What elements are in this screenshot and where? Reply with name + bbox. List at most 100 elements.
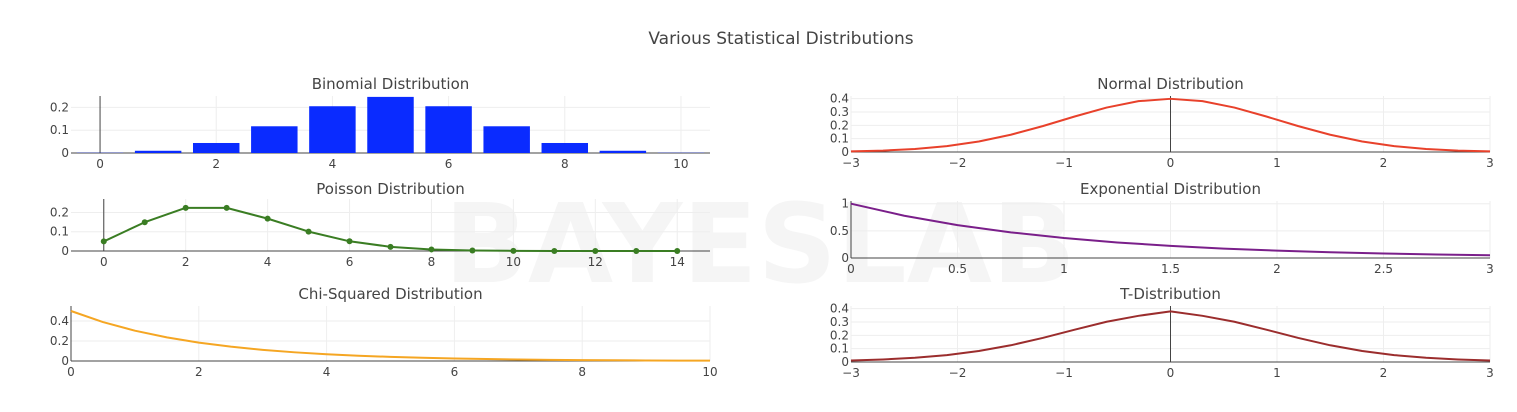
- chisquared-xtick-label-4: 8: [578, 365, 586, 379]
- t-xtick-label-2: −1: [1055, 366, 1073, 380]
- normal-xtick-label-0: −3: [842, 156, 860, 170]
- exponential-xtick-label-3: 1.5: [1161, 262, 1180, 276]
- exponential-ytick-label-0: 0: [841, 251, 849, 265]
- poisson-xtick-label-7: 14: [670, 255, 685, 269]
- chisquared-ytick-label-0: 0: [61, 354, 69, 368]
- t-xtick-label-3: 0: [1167, 366, 1175, 380]
- poisson-point-14: [674, 248, 681, 254]
- exponential-xtick-label-6: 3: [1486, 262, 1494, 276]
- binomial-bar-4: [309, 106, 356, 153]
- exponential-panel: Exponential Distribution 0 0.5 1 1.5 2 2.5 3 0 0.…: [830, 180, 1494, 276]
- exponential-xtick-label-4: 2: [1273, 262, 1281, 276]
- binomial-bar-9: [599, 150, 647, 153]
- binomial-xtick-label-5: 10: [673, 157, 688, 171]
- poisson-point-4: [264, 215, 271, 222]
- t-xtick-label-6: 3: [1486, 366, 1494, 380]
- poisson-xtick-label-6: 12: [588, 255, 603, 269]
- poisson-point-9: [469, 247, 476, 254]
- exponential-ytick-label-2: 1: [841, 197, 849, 211]
- binomial-ytick-label-0: 0: [61, 146, 69, 160]
- t-line: [850, 310, 1491, 362]
- normal-xtick-label-5: 2: [1380, 156, 1388, 170]
- normal-ytick-label-2: 0.2: [830, 118, 849, 132]
- poisson-point-6: [346, 238, 353, 245]
- binomial-xtick-label-0: 0: [96, 157, 104, 171]
- chisquared-ytick-label-2: 0.4: [50, 314, 69, 328]
- binomial-ytick-label-2: 0.2: [50, 100, 69, 114]
- binomial-bar-5: [367, 96, 414, 153]
- poisson-point-10: [510, 247, 517, 254]
- poisson-xtick-label-1: 2: [182, 255, 190, 269]
- poisson-xtick-label-4: 8: [428, 255, 436, 269]
- poisson-point-1: [141, 219, 148, 226]
- t-xtick-label-0: −3: [842, 366, 860, 380]
- chisquared-xtick-label-2: 4: [323, 365, 331, 379]
- chisquared-xtick-label-5: 10: [702, 365, 717, 379]
- poisson-ytick-label-1: 0.1: [50, 225, 69, 239]
- poisson-point-3: [223, 204, 230, 211]
- t-ytick-label-3: 0.3: [830, 315, 849, 329]
- t-panel: T-Distribution−3 −2 −1 0 1 2 300.10.20.30.4: [830, 285, 1494, 380]
- chisquared-line: [70, 310, 711, 362]
- t-ytick-label-2: 0.2: [830, 328, 849, 342]
- poisson-point-0: [100, 238, 107, 245]
- chisquared-xtick-label-3: 6: [451, 365, 459, 379]
- normal-ytick-label-1: 0.1: [830, 132, 849, 146]
- exponential-xtick-label-5: 2.5: [1374, 262, 1393, 276]
- t-ytick-label-1: 0.1: [830, 342, 849, 356]
- poisson-point-11: [551, 247, 558, 254]
- normal-xtick-label-2: −1: [1055, 156, 1073, 170]
- exponential-xtick-label-1: 0.5: [948, 262, 967, 276]
- poisson-ytick-label-2: 0.2: [50, 205, 69, 219]
- poisson-xtick-label-2: 4: [264, 255, 272, 269]
- binomial-panel: Binomial Distribution 0 2 4 6 8 10 0 0.1 0.2: [50, 75, 710, 171]
- normal-ytick-label-3: 0.3: [830, 105, 849, 119]
- exponential-title: Exponential Distribution: [1080, 180, 1261, 198]
- normal-xtick-label-6: 3: [1486, 156, 1494, 170]
- binomial-xtick-label-4: 8: [561, 157, 569, 171]
- exponential-line: [850, 202, 1491, 257]
- figure-title: Various Statistical Distributions: [648, 29, 913, 49]
- binomial-bar-7: [483, 126, 530, 153]
- poisson-point-7: [387, 243, 394, 250]
- poisson-title: Poisson Distribution: [316, 180, 464, 198]
- t-xtick-label-4: 1: [1273, 366, 1281, 380]
- chisquared-ytick-label-1: 0.2: [50, 334, 69, 348]
- binomial-xtick-label-1: 2: [212, 157, 220, 171]
- binomial-bar-3: [251, 126, 298, 153]
- poisson-ytick-label-0: 0: [61, 244, 69, 258]
- t-title: T-Distribution: [1119, 285, 1221, 303]
- binomial-xtick-label-2: 4: [329, 157, 337, 171]
- chisquared-xtick-label-0: 0: [67, 365, 75, 379]
- normal-title: Normal Distribution: [1097, 75, 1244, 93]
- binomial-bar-2: [192, 142, 240, 153]
- chisquared-panel: Chi-Squared Distribution 0 2 4 6 8 10 0 0.2 0.4: [50, 285, 718, 379]
- poisson-point-12: [592, 247, 599, 254]
- chisquared-title: Chi-Squared Distribution: [298, 285, 482, 303]
- exponential-ytick-label-1: 0.5: [830, 224, 849, 238]
- binomial-ytick-label-1: 0.1: [50, 123, 69, 137]
- poisson-point-8: [428, 246, 435, 253]
- exponential-xtick-label-0: 0: [847, 262, 855, 276]
- poisson-xtick-label-5: 10: [506, 255, 521, 269]
- t-ytick-label-4: 0.4: [830, 302, 849, 316]
- poisson-point-2: [182, 204, 189, 211]
- binomial-title: Binomial Distribution: [312, 75, 470, 93]
- normal-xtick-label-1: −2: [949, 156, 967, 170]
- normal-panel: Normal Distribution−3 −2 −1 0 1 2 300.10.20.30…: [830, 75, 1494, 170]
- poisson-point-13: [633, 248, 640, 254]
- poisson-point-5: [305, 228, 312, 235]
- normal-ytick-label-0: 0: [841, 145, 849, 159]
- normal-line: [850, 97, 1491, 153]
- normal-xtick-label-4: 1: [1273, 156, 1281, 170]
- binomial-xtick-label-3: 6: [445, 157, 453, 171]
- t-xtick-label-1: −2: [949, 366, 967, 380]
- binomial-bar-8: [541, 142, 589, 153]
- binomial-bar-1: [134, 150, 182, 153]
- poisson-panel: Poisson Distribution 0 2 4 6 8 10 12 14 0 0.1 0.2: [50, 180, 710, 269]
- t-xtick-label-5: 2: [1380, 366, 1388, 380]
- poisson-xtick-label-3: 6: [346, 255, 354, 269]
- binomial-bar-6: [425, 106, 472, 153]
- t-ytick-label-0: 0: [841, 355, 849, 369]
